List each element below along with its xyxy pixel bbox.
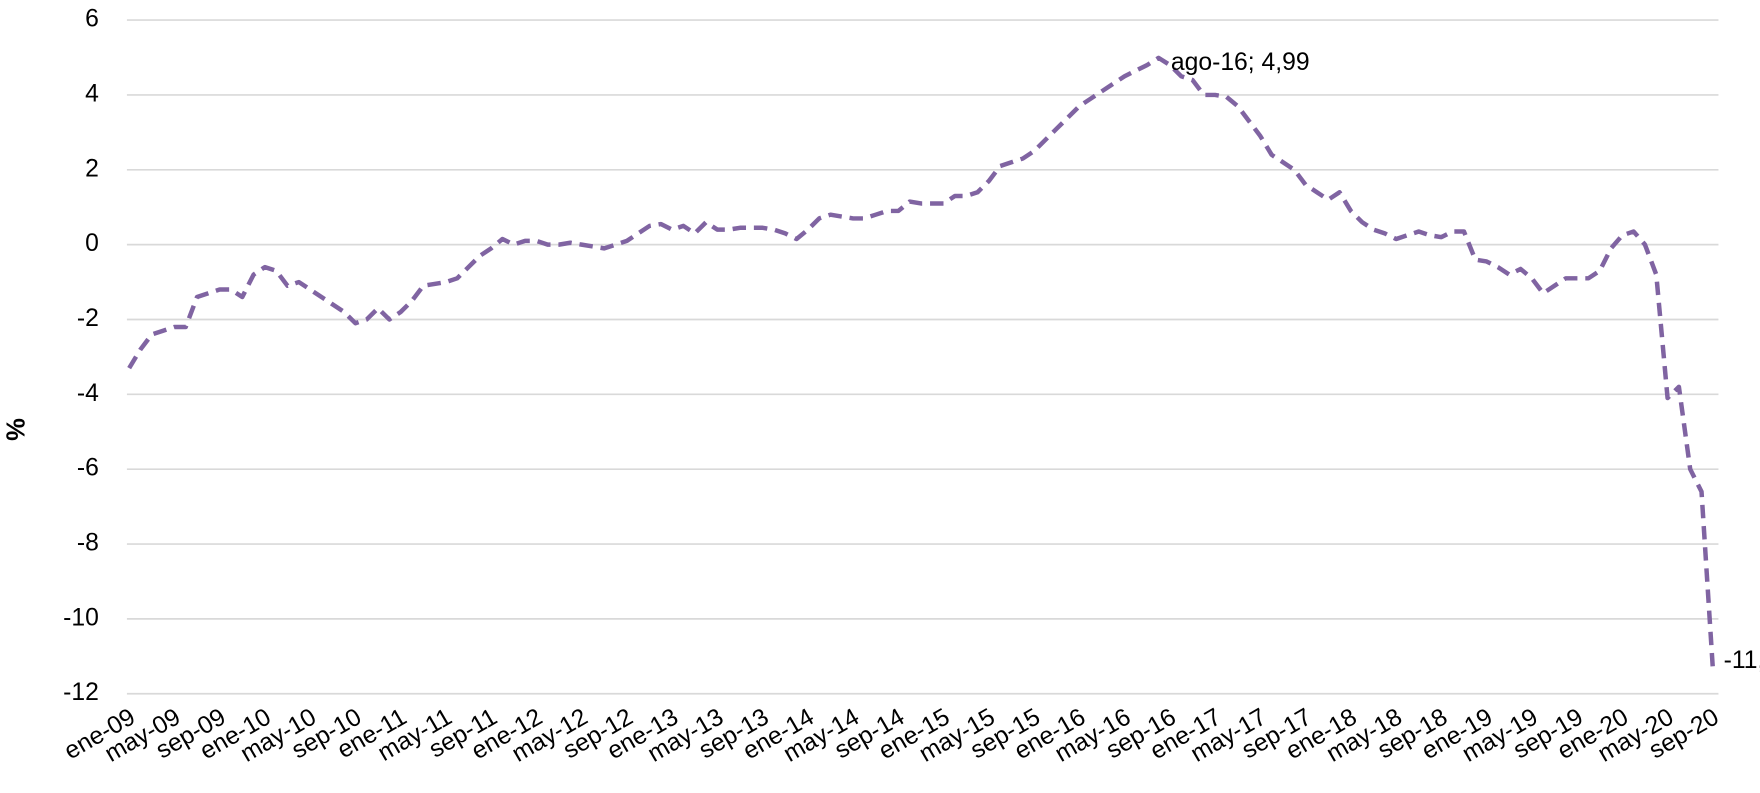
data-label: ago-16; 4,99 bbox=[1171, 49, 1310, 76]
y-tick-label: -10 bbox=[63, 604, 99, 631]
y-tick-label: 0 bbox=[85, 230, 99, 257]
data-line bbox=[127, 55, 1716, 669]
y-tick-label: -8 bbox=[77, 530, 99, 557]
y-tick-label: 2 bbox=[85, 155, 99, 182]
y-tick-label: -4 bbox=[77, 380, 99, 407]
y-tick-label: -6 bbox=[77, 455, 99, 482]
y-tick-label: 4 bbox=[85, 80, 99, 107]
y-tick-label: -12 bbox=[63, 679, 99, 706]
data-label: -11,32 bbox=[1724, 647, 1760, 674]
y-axis-label: Variación % bbox=[0, 372, 31, 486]
y-tick-label: -2 bbox=[77, 305, 99, 332]
y-tick-label: 6 bbox=[85, 6, 99, 33]
y-axis-label-box: Variación % bbox=[0, 372, 31, 486]
